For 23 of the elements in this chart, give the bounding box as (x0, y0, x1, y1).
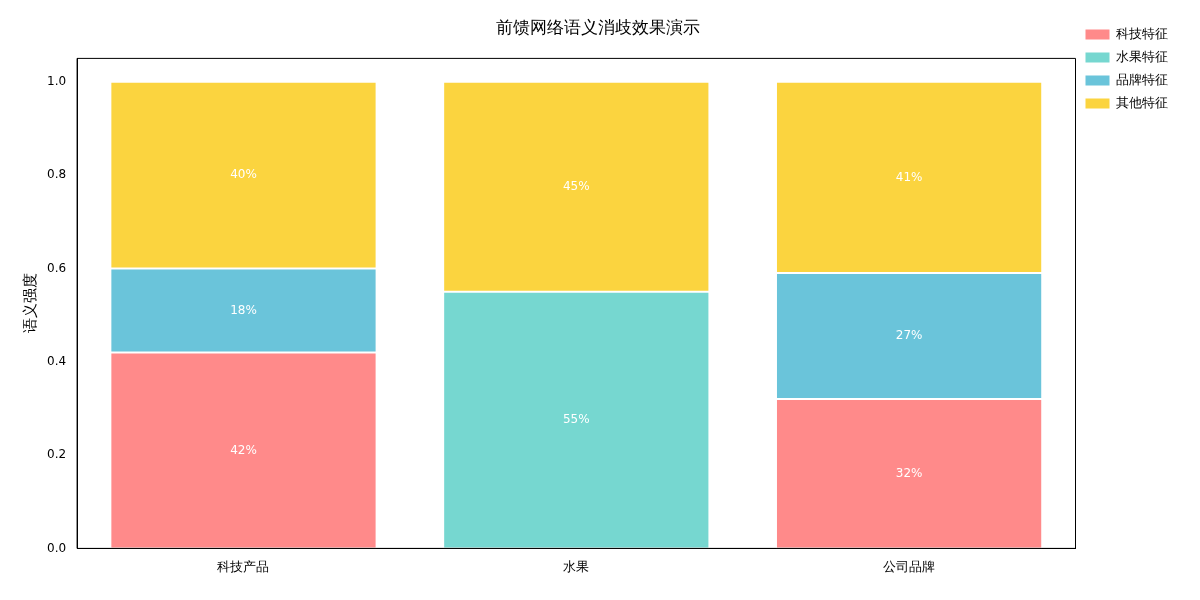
chart-title: 前馈网络语义消歧效果演示 (496, 16, 700, 37)
x-tick-label: 水果 (563, 558, 590, 574)
data-label: 45% (562, 178, 590, 193)
y-tick-label: 0.8 (46, 167, 67, 182)
data-label: 42% (230, 442, 257, 457)
data-label: 40% (230, 167, 257, 182)
legend-label: 品牌特征 (1116, 71, 1168, 87)
legend-label: 水果特征 (1116, 48, 1168, 64)
y-axis-title: 语义强度 (20, 273, 39, 334)
y-tick-label: 0.4 (46, 353, 67, 368)
x-tick-label: 科技产品 (217, 558, 270, 574)
legend-label: 其他特征 (1116, 94, 1168, 110)
data-label: 27% (895, 328, 923, 343)
y-tick-label: 1.0 (46, 73, 67, 88)
y-tick-label: 0.0 (46, 540, 67, 555)
legend-label: 科技特征 (1116, 25, 1168, 41)
x-tick-label: 公司品牌 (883, 558, 936, 574)
y-tick-label: 0.2 (46, 447, 67, 462)
y-tick-label: 0.6 (46, 260, 67, 275)
data-label: 41% (895, 169, 923, 184)
data-label: 55% (562, 412, 590, 427)
data-label: 18% (230, 302, 257, 317)
data-label: 32% (895, 465, 923, 480)
